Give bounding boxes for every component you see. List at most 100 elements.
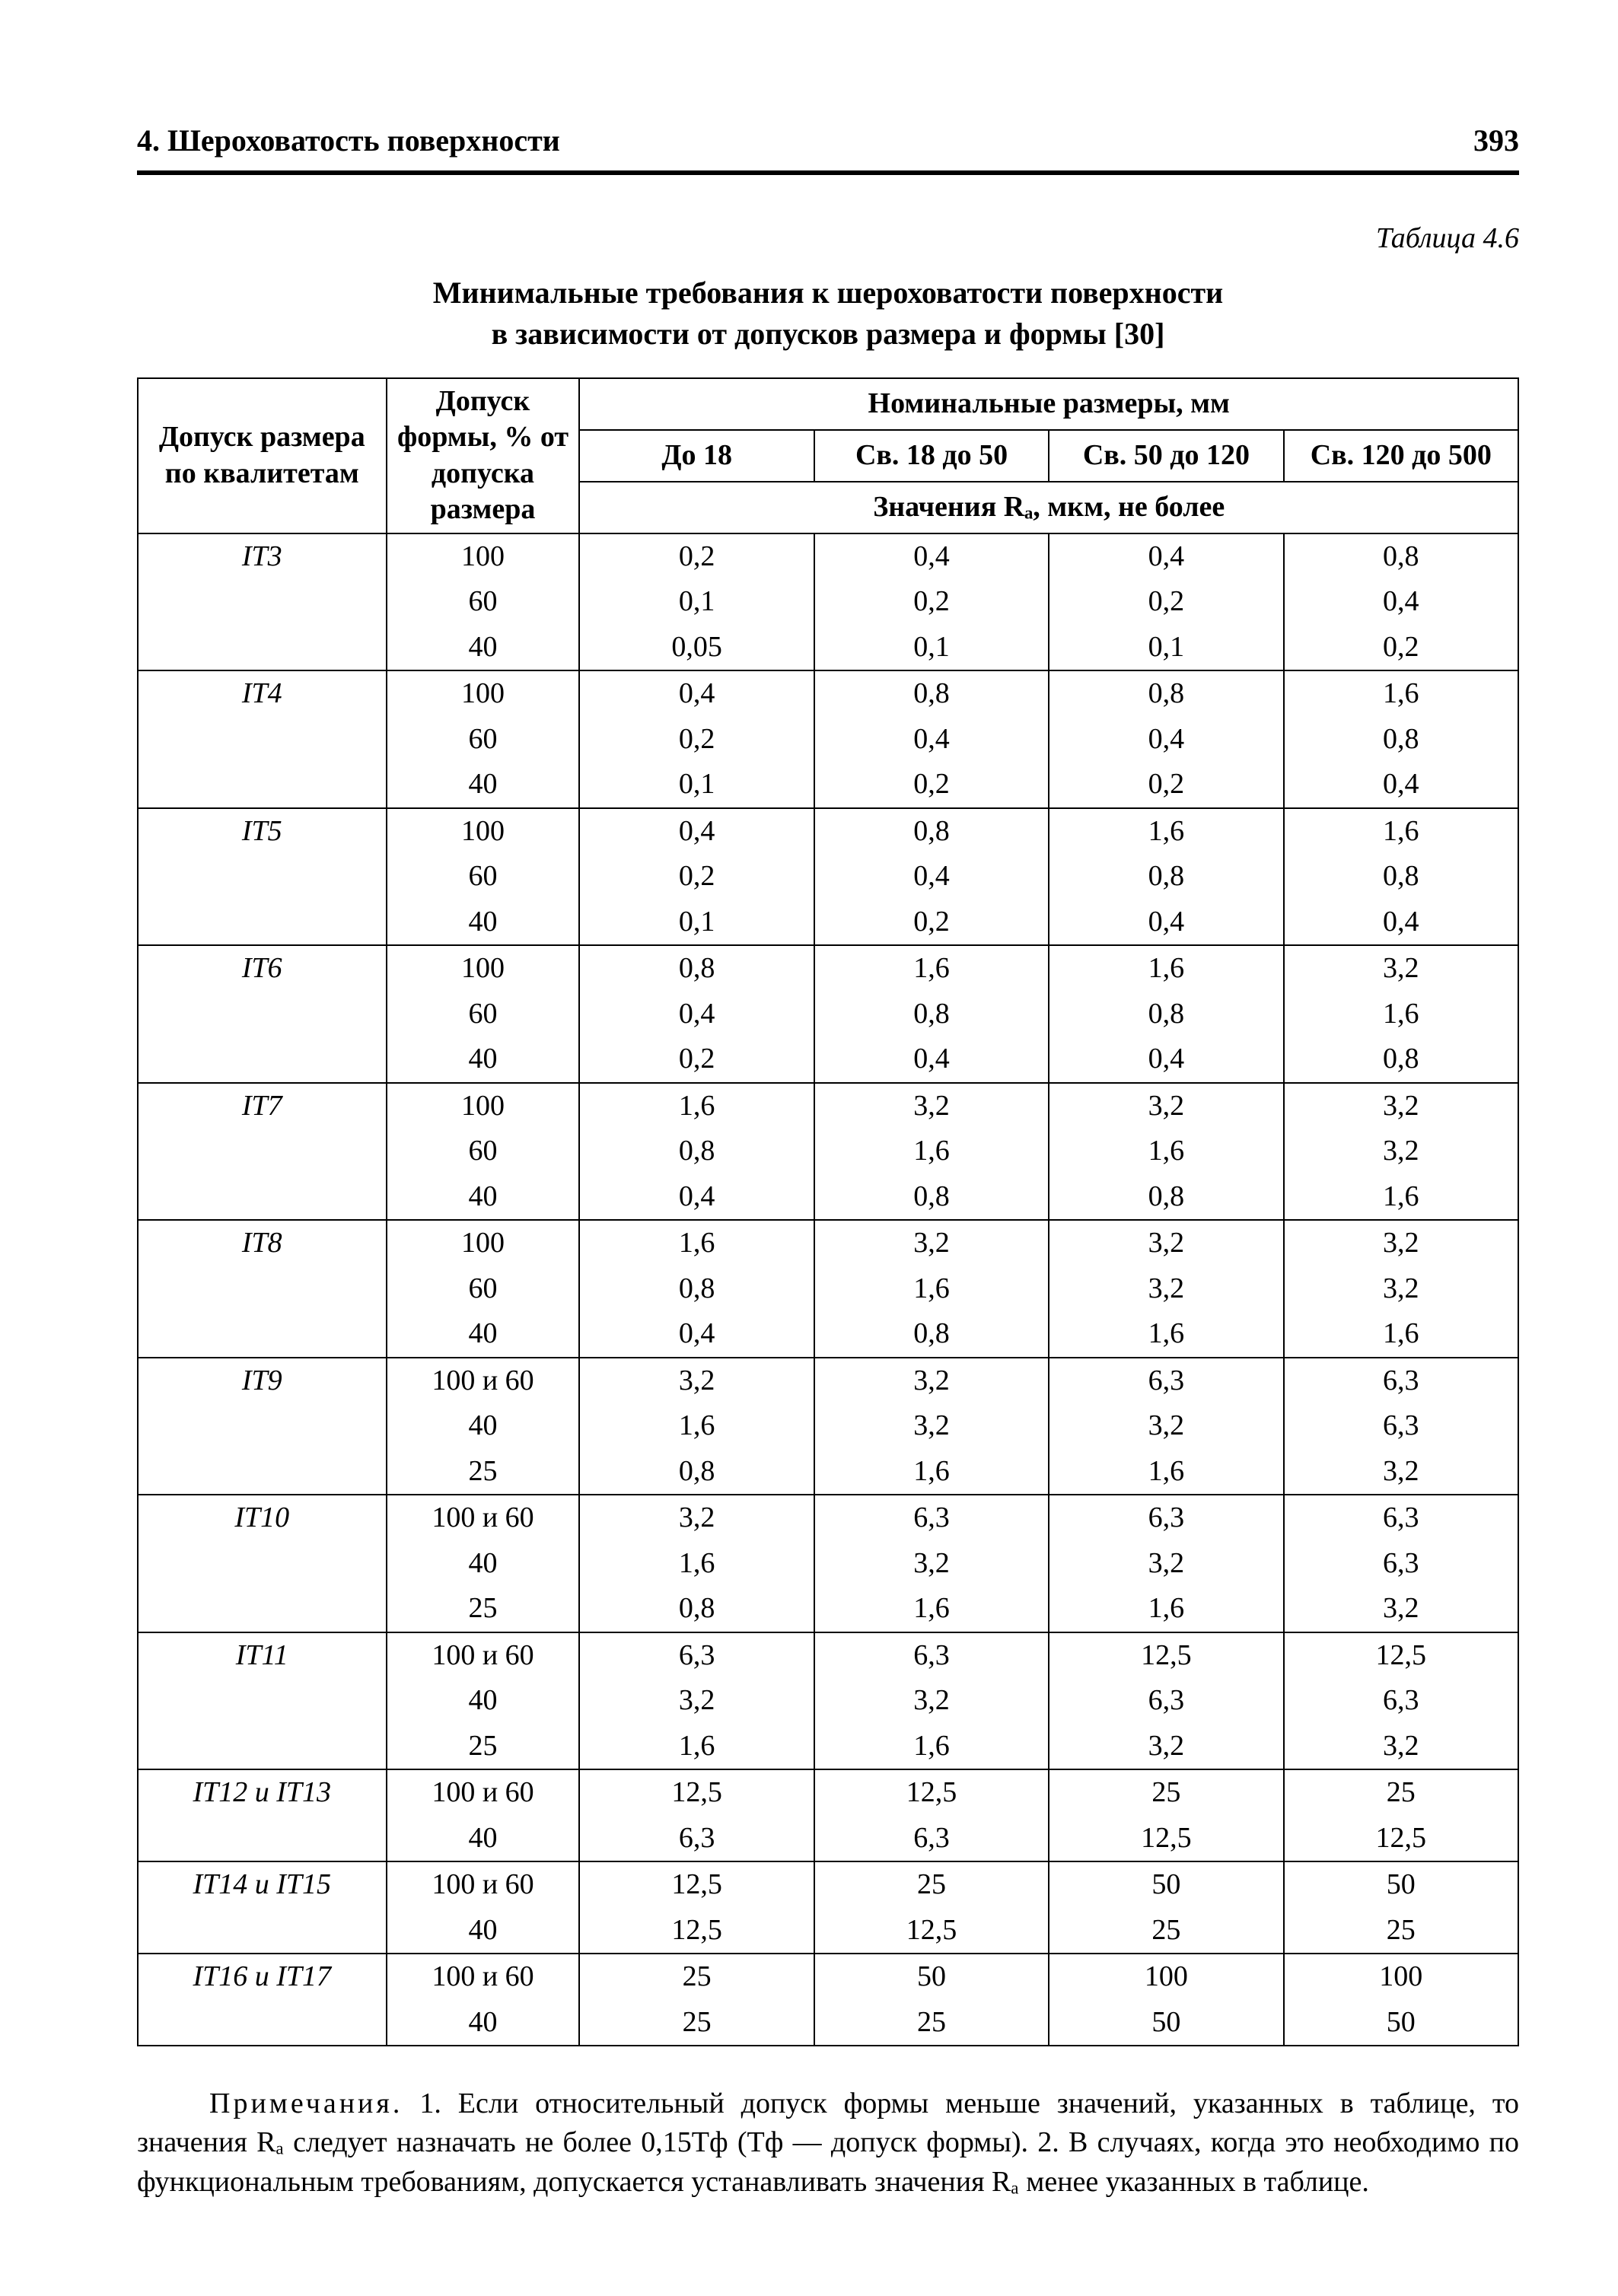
cell-qualitet — [138, 717, 387, 763]
cell-value: 0,4 — [1284, 762, 1518, 808]
th-qualitet: Допуск размера по квалитетам — [138, 378, 387, 533]
cell-value: 1,6 — [1049, 1449, 1283, 1495]
table-label: Таблица 4.6 — [137, 221, 1519, 257]
cell-qualitet — [138, 1403, 387, 1449]
cell-value: 3,2 — [579, 1495, 814, 1541]
cell-value: 0,8 — [814, 992, 1049, 1037]
cell-value: 0,2 — [1049, 579, 1283, 625]
cell-value: 3,2 — [1284, 1449, 1518, 1495]
cell-value: 1,6 — [1049, 945, 1283, 992]
cell-value: 3,2 — [1049, 1724, 1283, 1770]
cell-value: 0,1 — [579, 579, 814, 625]
cell-value: 25 — [1049, 1908, 1283, 1954]
cell-value: 0,2 — [814, 900, 1049, 946]
cell-percent: 25 — [387, 1724, 580, 1770]
cell-value: 1,6 — [814, 1266, 1049, 1312]
cell-value: 6,3 — [579, 1816, 814, 1862]
cell-value: 0,4 — [1284, 900, 1518, 946]
cell-value: 0,4 — [579, 670, 814, 717]
cell-value: 12,5 — [1284, 1632, 1518, 1679]
cell-value: 0,1 — [579, 900, 814, 946]
cell-qualitet — [138, 992, 387, 1037]
cell-value: 25 — [814, 2000, 1049, 2046]
table-row: 600,40,80,81,6 — [138, 992, 1518, 1037]
cell-value: 0,2 — [579, 854, 814, 900]
cell-qualitet — [138, 1678, 387, 1724]
cell-value: 0,4 — [579, 992, 814, 1037]
cell-value: 50 — [1284, 2000, 1518, 2046]
cell-percent: 40 — [387, 1678, 580, 1724]
table-row: 400,10,20,20,4 — [138, 762, 1518, 808]
th-nominal-span: Номинальные размеры, мм — [579, 378, 1518, 430]
cell-percent: 40 — [387, 1541, 580, 1587]
cell-value: 6,3 — [1049, 1495, 1283, 1541]
cell-value: 0,05 — [579, 625, 814, 671]
cell-percent: 100 и 60 — [387, 1769, 580, 1816]
table-row: 400,050,10,10,2 — [138, 625, 1518, 671]
cell-qualitet: IT5 — [138, 808, 387, 855]
cell-value: 12,5 — [814, 1908, 1049, 1954]
cell-percent: 100 — [387, 1220, 580, 1266]
cell-percent: 100 и 60 — [387, 1358, 580, 1404]
cell-value: 6,3 — [1284, 1495, 1518, 1541]
table-row: IT71001,63,23,23,2 — [138, 1083, 1518, 1129]
cell-value: 25 — [1284, 1908, 1518, 1954]
table-row: IT11100 и 606,36,312,512,5 — [138, 1632, 1518, 1679]
cell-value: 25 — [1049, 1769, 1283, 1816]
cell-value: 25 — [1284, 1769, 1518, 1816]
cell-value: 6,3 — [1284, 1678, 1518, 1724]
roughness-table: Допуск размера по квалитетам Допуск форм… — [137, 377, 1519, 2047]
cell-qualitet: IT6 — [138, 945, 387, 992]
cell-value: 3,2 — [1284, 1266, 1518, 1312]
cell-value: 1,6 — [1284, 992, 1518, 1037]
cell-value: 3,2 — [1284, 1586, 1518, 1632]
cell-value: 6,3 — [1284, 1541, 1518, 1587]
cell-value: 25 — [814, 1861, 1049, 1908]
table-row: 406,36,312,512,5 — [138, 1816, 1518, 1862]
table-row: 4025255050 — [138, 2000, 1518, 2046]
table-row: IT41000,40,80,81,6 — [138, 670, 1518, 717]
cell-percent: 100 — [387, 945, 580, 992]
cell-value: 3,2 — [1284, 1129, 1518, 1174]
cell-value: 1,6 — [814, 945, 1049, 992]
cell-qualitet — [138, 1037, 387, 1083]
table-row: IT14 и IT15100 и 6012,5255050 — [138, 1861, 1518, 1908]
cell-qualitet — [138, 854, 387, 900]
cell-value: 3,2 — [814, 1403, 1049, 1449]
cell-qualitet: IT16 и IT17 — [138, 1954, 387, 2000]
cell-value: 1,6 — [1284, 1311, 1518, 1358]
th-subhead: Значения Rₐ, мкм, не более — [579, 482, 1518, 533]
cell-percent: 100 — [387, 808, 580, 855]
table-title-l2: в зависимости от допусков размера и форм… — [492, 317, 1165, 351]
cell-percent: 40 — [387, 900, 580, 946]
cell-value: 1,6 — [1049, 1586, 1283, 1632]
cell-qualitet — [138, 1541, 387, 1587]
cell-value: 0,2 — [579, 717, 814, 763]
cell-value: 3,2 — [579, 1358, 814, 1404]
cell-value: 50 — [814, 1954, 1049, 2000]
table-row: 250,81,61,63,2 — [138, 1449, 1518, 1495]
cell-value: 6,3 — [814, 1632, 1049, 1679]
table-row: 600,10,20,20,4 — [138, 579, 1518, 625]
cell-value: 0,8 — [579, 1129, 814, 1174]
table-row: 401,63,23,26,3 — [138, 1403, 1518, 1449]
cell-value: 3,2 — [1049, 1541, 1283, 1587]
cell-value: 12,5 — [1049, 1632, 1283, 1679]
cell-value: 3,2 — [1284, 945, 1518, 992]
th-range-2: Св. 18 до 50 — [814, 430, 1049, 482]
cell-value: 0,2 — [1284, 625, 1518, 671]
cell-value: 1,6 — [579, 1724, 814, 1770]
table-row: 400,40,80,81,6 — [138, 1174, 1518, 1221]
cell-value: 3,2 — [814, 1678, 1049, 1724]
cell-percent: 60 — [387, 1129, 580, 1174]
cell-value: 1,6 — [1049, 1129, 1283, 1174]
cell-value: 3,2 — [1284, 1083, 1518, 1129]
cell-percent: 25 — [387, 1449, 580, 1495]
cell-qualitet — [138, 900, 387, 946]
cell-value: 6,3 — [1049, 1678, 1283, 1724]
cell-percent: 100 — [387, 533, 580, 580]
cell-value: 0,4 — [1049, 717, 1283, 763]
cell-value: 0,8 — [579, 1266, 814, 1312]
cell-percent: 100 и 60 — [387, 1632, 580, 1679]
table-row: IT10100 и 603,26,36,36,3 — [138, 1495, 1518, 1541]
